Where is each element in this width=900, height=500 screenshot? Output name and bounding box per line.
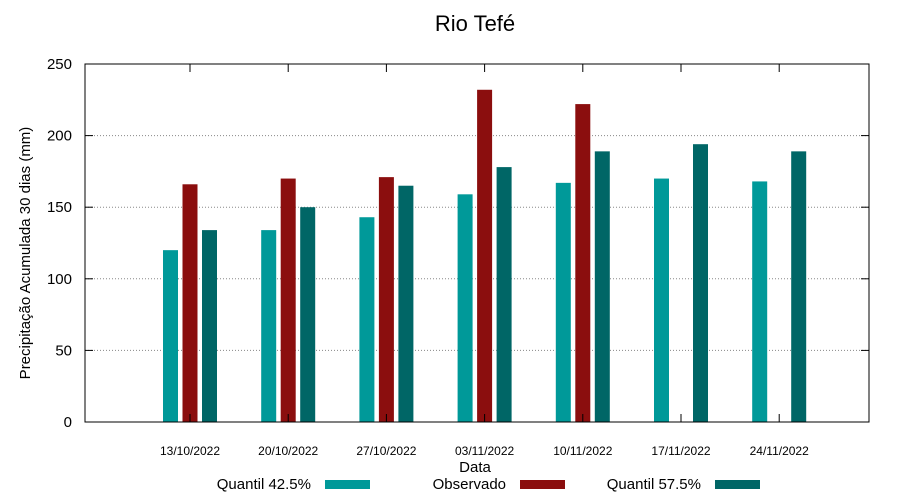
axis-ticks: 0 50 100 150 200 250 13/10/2022 20/10/2022 27/10… — [47, 56, 869, 458]
x-tick-label: 24/11/2022 — [750, 444, 809, 458]
legend-swatch — [325, 480, 370, 489]
chart-title: Rio Tefé — [435, 11, 515, 36]
bar-observado-2 — [378, 177, 394, 422]
x-tick-label: 10/11/2022 — [553, 444, 612, 458]
bar-observado-4 — [575, 104, 591, 422]
bar-quantil-42-5--0 — [163, 250, 178, 422]
legend-swatch — [715, 480, 760, 489]
bar-observado-1 — [280, 178, 296, 422]
bar-quantil-57-5--3 — [496, 167, 512, 422]
bar-quantil-57-5--6 — [791, 151, 807, 423]
x-tick-label: 27/10/2022 — [356, 444, 416, 458]
legend-label: Quantil 42.5% — [217, 476, 311, 493]
bar-quantil-57-5--4 — [594, 151, 610, 423]
bar-quantil-42-5--4 — [555, 182, 571, 422]
bars — [163, 89, 807, 423]
legend: Quantil 42.5% Observado Quantil 57.5% — [217, 476, 760, 493]
y-tick-label: 150 — [47, 199, 72, 216]
x-tick-label: 17/11/2022 — [651, 444, 710, 458]
y-tick-label: 0 — [64, 414, 72, 431]
bar-observado-0 — [182, 184, 198, 422]
x-tick-label: 03/11/2022 — [455, 444, 514, 458]
legend-label: Quantil 57.5% — [607, 476, 701, 493]
y-axis-title: Precipitação Acumulada 30 dias (mm) — [17, 127, 34, 380]
bar-quantil-57-5--1 — [300, 207, 316, 422]
bar-quantil-57-5--2 — [398, 185, 414, 422]
bar-quantil-42-5--6 — [752, 181, 768, 422]
legend-label: Observado — [433, 476, 506, 493]
y-tick-label: 50 — [55, 342, 72, 359]
plot-frame — [84, 63, 870, 423]
legend-swatch — [520, 480, 565, 489]
bar-quantil-42-5--1 — [261, 230, 277, 422]
y-tick-label: 200 — [47, 128, 72, 145]
y-tick-label: 250 — [47, 56, 72, 73]
y-tick-label: 100 — [47, 271, 72, 288]
bar-quantil-57-5--5 — [693, 144, 708, 422]
bar-quantil-42-5--2 — [359, 217, 375, 422]
bar-observado-3 — [477, 89, 493, 422]
bar-quantil-42-5--3 — [457, 194, 473, 422]
x-tick-label: 20/10/2022 — [258, 444, 318, 458]
bar-quantil-57-5--0 — [202, 230, 217, 422]
x-axis-title: Data — [459, 459, 491, 476]
x-tick-label: 13/10/2022 — [160, 444, 220, 458]
bar-quantil-42-5--5 — [654, 178, 669, 422]
